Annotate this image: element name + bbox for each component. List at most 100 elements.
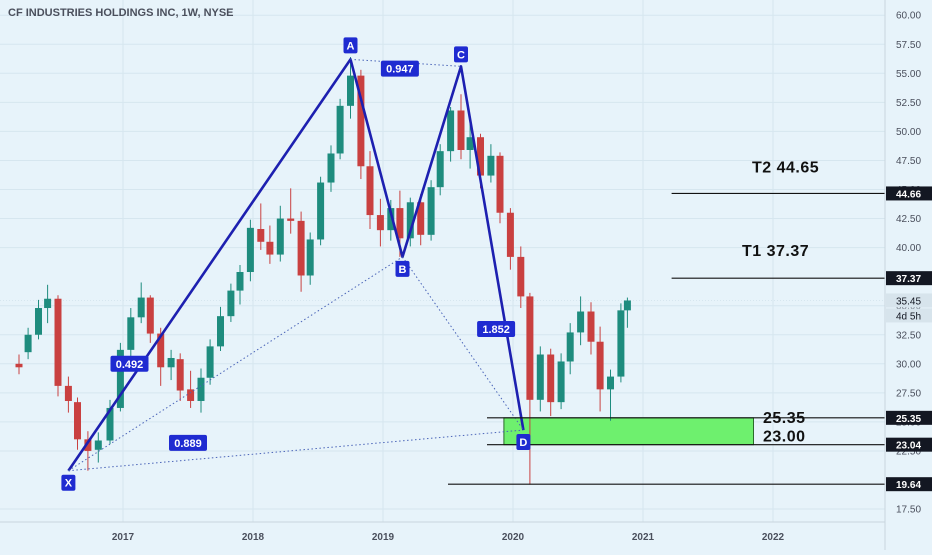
candle-body xyxy=(477,137,484,176)
candle-body xyxy=(417,202,425,235)
levels-layer xyxy=(448,192,885,485)
level-text-zone-bottom: 23.00 xyxy=(763,429,806,446)
time-tick-label: 2022 xyxy=(762,532,785,543)
candle-body xyxy=(176,359,184,391)
price-tag-zone-bottom: 23.04 xyxy=(886,437,932,452)
pattern-point-text: C xyxy=(457,49,465,61)
price-tag-text: 23.04 xyxy=(896,441,921,452)
candle-body xyxy=(167,357,175,368)
candle-body xyxy=(547,354,555,403)
candle-body xyxy=(457,110,465,150)
price-tag-stop: 19.64 xyxy=(886,477,932,492)
ratio-label-bg xyxy=(169,434,207,451)
candle-body xyxy=(427,187,435,235)
candle-body xyxy=(396,208,404,239)
pattern-ratio-line xyxy=(402,256,524,431)
candle-body xyxy=(246,227,254,273)
candle-body xyxy=(287,218,295,221)
candle-body xyxy=(64,385,72,401)
price-tick-label: 27.50 xyxy=(896,388,921,399)
price-tick-label: 50.00 xyxy=(896,127,921,138)
pattern-point-bg xyxy=(454,46,468,63)
countdown-bg xyxy=(886,308,932,323)
candle-body xyxy=(487,155,495,176)
price-tick-label: 22.50 xyxy=(896,446,921,457)
zone-layer xyxy=(503,417,754,446)
price-tag-text: 19.64 xyxy=(896,480,921,491)
candle-body xyxy=(236,272,244,291)
candle-body xyxy=(347,75,354,106)
candle-body xyxy=(566,332,574,362)
candle-body xyxy=(146,297,154,334)
current-price-tag: 35.45 4d 5h xyxy=(886,293,932,323)
candle-body xyxy=(106,407,114,441)
candle-body xyxy=(506,212,514,257)
price-tag-T2: 44.66 xyxy=(886,186,932,201)
candle-body xyxy=(557,361,565,403)
candle-body xyxy=(577,311,585,333)
pattern-ratio-line xyxy=(350,58,462,67)
candle-body xyxy=(35,308,42,335)
candle-body xyxy=(406,202,414,239)
candle-body xyxy=(206,346,214,378)
candle-body xyxy=(74,402,81,440)
price-tick-label: 52.50 xyxy=(896,98,921,109)
level-text-T2: T2 44.65 xyxy=(752,159,819,176)
candle-body xyxy=(257,229,265,242)
price-tag-bg xyxy=(886,437,932,452)
pattern-point-A: A xyxy=(343,37,358,54)
price-tick-label: 40.00 xyxy=(896,243,921,254)
price-tick-label: 17.50 xyxy=(896,505,921,516)
candle-body xyxy=(157,333,165,368)
pattern-ratio-line xyxy=(68,429,524,472)
ratio-label: 0.492 xyxy=(110,355,149,372)
candle-body xyxy=(336,105,344,154)
price-tag-text: 44.66 xyxy=(896,189,921,200)
pattern-point-bg xyxy=(516,434,531,451)
ratio-label-text: 1.852 xyxy=(482,324,510,336)
pattern-point-X: X xyxy=(61,474,76,491)
candle-body xyxy=(84,439,92,451)
candle-body xyxy=(306,239,314,276)
candle-body xyxy=(447,110,455,152)
time-axis[interactable]: 2017 2018 2019 2020 2021 2022 xyxy=(0,521,885,543)
pattern-point-text: A xyxy=(347,40,355,52)
candle-body xyxy=(357,75,365,167)
price-tag-bg xyxy=(886,410,932,425)
countdown-text: 4d 5h xyxy=(896,311,921,322)
candle-body xyxy=(496,155,504,213)
ratio-label-text: 0.947 xyxy=(386,64,414,76)
time-tick-label: 2018 xyxy=(242,532,265,543)
candle-body xyxy=(317,182,325,240)
labels-layer: T2 44.65 T1 37.37 25.35 23.00 X A B C D 0.947 0.49… xyxy=(61,37,819,491)
candle-body xyxy=(15,363,23,368)
pattern-point-bg xyxy=(61,474,76,491)
ratio-label-text: 0.492 xyxy=(116,359,144,371)
candle-body xyxy=(127,317,135,350)
price-axis[interactable]: 60.0057.5055.0052.5050.0047.5045.0042.50… xyxy=(884,0,932,550)
candle-body xyxy=(197,377,205,401)
candle-body xyxy=(376,215,384,231)
candle-body xyxy=(227,290,235,317)
price-tick-label: 30.00 xyxy=(896,359,921,370)
candle-body xyxy=(607,376,614,390)
candle-body xyxy=(217,316,224,347)
price-tick-label: 32.50 xyxy=(896,330,921,341)
price-tag-bg xyxy=(886,186,932,201)
pattern-point-text: B xyxy=(399,264,407,276)
level-text-zone-top: 25.35 xyxy=(763,410,806,427)
ratio-label-bg xyxy=(477,320,516,337)
candle-body xyxy=(116,349,124,408)
pattern-point-B: B xyxy=(395,260,410,277)
candle-body xyxy=(137,297,145,318)
candle-body xyxy=(617,310,625,377)
time-tick-label: 2020 xyxy=(502,532,525,543)
pattern-point-text: D xyxy=(519,437,527,449)
price-tag-text: 25.35 xyxy=(896,414,921,425)
price-tick-label: 42.50 xyxy=(896,214,921,225)
price-tag-zone-top: 25.35 xyxy=(886,410,932,425)
candle-body xyxy=(297,220,305,276)
pattern-point-bg xyxy=(395,260,410,277)
current-price-text: 35.45 xyxy=(896,296,921,307)
